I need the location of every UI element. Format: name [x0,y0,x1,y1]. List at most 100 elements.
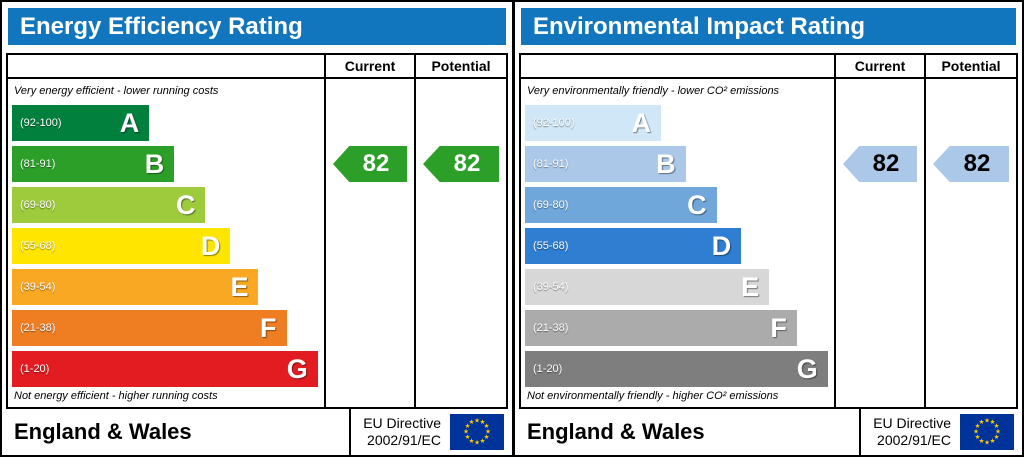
bottom-caption: Not environmentally friendly - higher CO… [527,390,779,402]
band-row-c: (69-80) C [12,187,206,223]
band-range: (1-20) [20,363,50,375]
panel-energy-efficiency: Energy Efficiency Rating Current Potenti… [2,2,512,455]
svg-text:★: ★ [979,437,985,445]
panel-environmental-impact: Environmental Impact Rating Current Pote… [512,2,1022,455]
eu-directive-line2: 2002/91/EC [367,432,441,448]
region-label: England & Wales [14,419,192,444]
svg-text:★: ★ [480,437,486,445]
environmental-panel-title: Environmental Impact Rating [533,12,866,40]
environmental-potential-column: 82 [924,79,1016,407]
environmental-footer: England & Wales EU Directive 2002/91/EC … [519,409,1018,455]
eu-directive-block: EU Directive 2002/91/EC ★ ★ ★ ★ ★ ★ ★ ★ ★ ★ ★ ★ [859,409,1018,455]
energy-current-column: 82 [324,79,414,407]
svg-text:★: ★ [975,433,981,441]
band-range: (39-54) [533,281,569,293]
svg-text:★: ★ [465,422,471,430]
band-letter: D [200,230,221,261]
eu-directive-line1: EU Directive [363,415,441,432]
energy-footer: England & Wales EU Directive 2002/91/EC … [6,409,508,455]
svg-text:★: ★ [463,428,469,436]
band-letter: G [286,353,308,384]
band-letter: E [230,271,249,302]
column-header-current: Current [324,55,414,79]
environmental-current-value: 82 [872,150,900,177]
band-row-g: (1-20) G [12,351,318,387]
band-range: (55-68) [533,240,569,252]
band-range: (21-38) [533,322,569,334]
environmental-band-chart: Very environmentally friendly - lower CO… [521,79,834,407]
band-range: (69-80) [20,199,56,211]
eu-directive-line1: EU Directive [873,415,951,432]
band-letter: F [770,312,787,343]
energy-title-bar: Energy Efficiency Rating [8,8,506,45]
band-range: (1-20) [533,363,563,375]
svg-text:★: ★ [480,418,486,426]
energy-potential-column: 82 [414,79,506,407]
band-range: (81-91) [533,158,569,170]
eu-directive-text: EU Directive 2002/91/EC [363,415,441,449]
table-corner [8,55,324,79]
energy-bands: (92-100) A (81-91) B (69-80) C (55-68) D [8,105,324,387]
column-header-current: Current [834,55,924,79]
environmental-current-column: 82 [834,79,924,407]
energy-potential-value: 82 [453,150,481,177]
band-letter: B [656,148,676,179]
band-letter: E [741,271,760,302]
table-corner [521,55,834,79]
energy-current-value: 82 [362,150,390,177]
band-letter: A [631,107,651,138]
band-letter: C [175,189,196,220]
top-caption: Very energy efficient - lower running co… [14,85,219,97]
band-row-a: (92-100) A [525,105,661,141]
svg-text:★: ★ [484,433,490,441]
svg-text:★: ★ [984,417,990,425]
band-range: (81-91) [20,158,56,170]
band-row-a: (92-100) A [12,105,150,141]
top-caption: Very environmentally friendly - lower CO… [527,85,780,97]
band-letter: D [711,230,732,261]
column-header-potential: Potential [414,55,506,79]
band-row-f: (21-38) F [525,310,797,346]
svg-text:★: ★ [469,418,475,426]
svg-text:★: ★ [469,437,475,445]
svg-text:★: ★ [994,422,1000,430]
band-range: (92-100) [533,117,575,129]
band-row-d: (55-68) D [525,228,742,264]
eu-directive-block: EU Directive 2002/91/EC ★ ★ ★ ★ ★ ★ ★ ★ ★ ★ ★ ★ [349,409,508,455]
svg-text:★: ★ [995,428,1001,436]
environmental-bands: (92-100) A (81-91) B (69-80) C (55-68) D [521,105,834,387]
environmental-rating-table: Current Potential Very environmentally f… [519,53,1018,409]
band-range: (69-80) [533,199,569,211]
band-range: (92-100) [20,117,62,129]
svg-text:★: ★ [485,428,491,436]
band-row-g: (1-20) G [525,351,828,387]
band-row-c: (69-80) C [525,187,717,223]
svg-text:★: ★ [990,437,996,445]
environmental-title-bar: Environmental Impact Rating [521,8,1016,45]
svg-text:★: ★ [975,422,981,430]
band-letter: C [687,189,707,220]
band-row-e: (39-54) E [12,269,259,305]
band-range: (21-38) [20,322,56,334]
bottom-caption: Not energy efficient - higher running co… [14,390,218,402]
svg-text:★: ★ [474,417,480,425]
energy-band-chart: Very energy efficient - lower running co… [8,79,324,407]
energy-current-arrow: 82 [333,146,407,182]
energy-rating-table: Current Potential Very energy efficient … [6,53,508,409]
column-header-potential: Potential [924,55,1016,79]
energy-panel-title: Energy Efficiency Rating [20,12,303,40]
environmental-potential-arrow: 82 [933,146,1009,182]
eu-directive-line2: 2002/91/EC [877,432,951,448]
band-row-f: (21-38) F [12,310,287,346]
region-label: England & Wales [527,419,705,444]
band-row-e: (39-54) E [525,269,770,305]
band-row-d: (55-68) D [12,228,231,264]
band-row-b: (81-91) B [525,146,686,182]
svg-text:★: ★ [973,428,979,436]
svg-text:★: ★ [465,433,471,441]
svg-text:★: ★ [984,439,990,447]
svg-text:★: ★ [990,418,996,426]
svg-text:★: ★ [474,439,480,447]
environmental-potential-value: 82 [963,150,991,177]
